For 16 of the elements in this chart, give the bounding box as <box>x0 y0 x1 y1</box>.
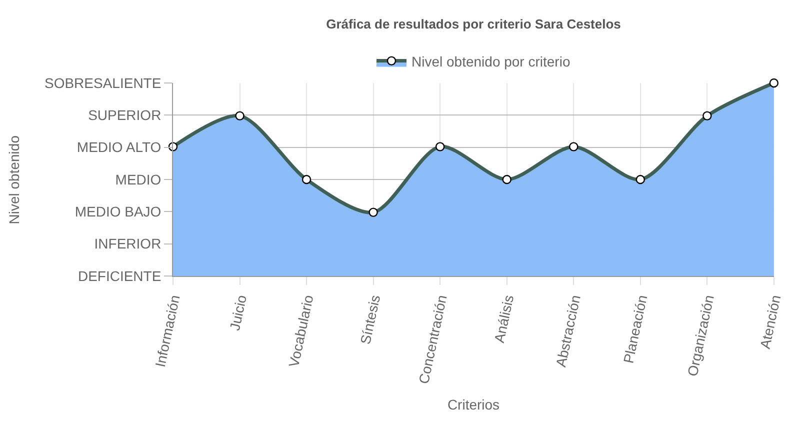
category-label: SUPERIOR <box>88 107 162 124</box>
text: Nivel obtenido <box>6 135 22 224</box>
x-tick-label: Atención <box>756 294 784 350</box>
x-tick-label: Planeación <box>620 294 650 365</box>
chart-title: Gráfica de resultados por criterio Sara Cestelos <box>326 16 621 32</box>
category-label: INFERIOR <box>94 236 162 252</box>
x-tick-label: Síntesis <box>357 294 384 346</box>
category-label: SOBRESALIENTE <box>44 74 162 91</box>
x-axis-title: Criterios <box>447 396 500 412</box>
category-label: DEFICIENTE <box>78 268 162 284</box>
category-label: MEDIO ALTO <box>76 139 162 156</box>
legend-label: Nivel obtenido por criterio <box>412 53 570 70</box>
x-tick-label: Análisis <box>490 294 517 344</box>
x-tick-label: Juicio <box>226 293 250 332</box>
category-label: MEDIO <box>115 171 162 188</box>
category-label: MEDIO BAJO <box>74 204 162 220</box>
